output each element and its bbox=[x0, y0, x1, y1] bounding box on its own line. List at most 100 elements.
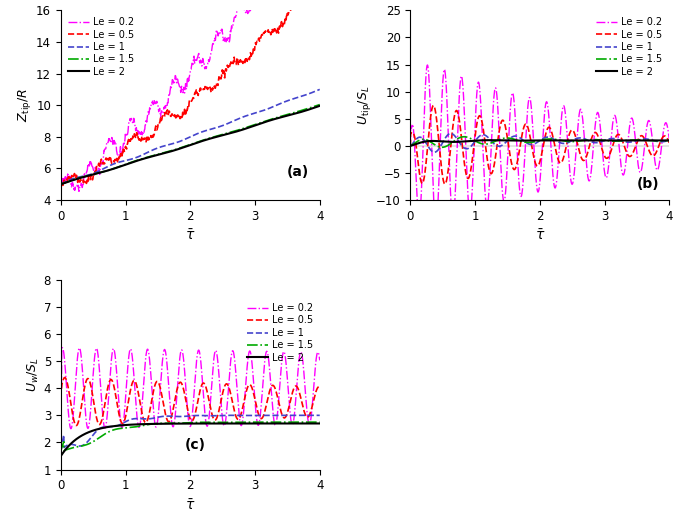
Line: Le = 1.5: Le = 1.5 bbox=[61, 105, 320, 184]
Le = 1 bbox=[57, 447, 65, 454]
Line: Le = 2: Le = 2 bbox=[61, 106, 320, 184]
Text: (b): (b) bbox=[636, 176, 659, 190]
Y-axis label: $U_w/S_L$: $U_w/S_L$ bbox=[26, 357, 41, 392]
Le = 1 bbox=[214, 124, 222, 130]
Le = 1 bbox=[316, 86, 324, 92]
Le = 2 bbox=[629, 137, 637, 143]
Le = 1 bbox=[557, 140, 565, 146]
X-axis label: $\bar{\tau}$: $\bar{\tau}$ bbox=[185, 229, 195, 243]
Le = 1 bbox=[57, 181, 65, 187]
Line: Le = 0.2: Le = 0.2 bbox=[61, 348, 320, 429]
Le = 1 bbox=[222, 121, 230, 127]
Le = 2 bbox=[72, 436, 80, 442]
Line: Le = 0.2: Le = 0.2 bbox=[61, 0, 320, 191]
Le = 0.5 bbox=[630, 148, 638, 154]
Line: Le = 0.5: Le = 0.5 bbox=[410, 105, 669, 184]
Le = 1 bbox=[72, 443, 80, 449]
Le = 2 bbox=[665, 137, 673, 143]
Le = 0.2 bbox=[422, 69, 431, 75]
Legend: Le = 0.2, Le = 0.5, Le = 1, Le = 1.5, Le = 2: Le = 0.2, Le = 0.5, Le = 1, Le = 1.5, Le… bbox=[594, 15, 665, 79]
Line: Le = 2: Le = 2 bbox=[61, 424, 320, 456]
Le = 0.2 bbox=[423, 62, 431, 68]
Le = 0.5 bbox=[557, 159, 565, 166]
Line: Le = 1: Le = 1 bbox=[61, 89, 320, 184]
Le = 1.5 bbox=[57, 181, 65, 187]
Le = 0.5 bbox=[429, 102, 437, 108]
Le = 2 bbox=[214, 421, 222, 427]
Le = 1.5 bbox=[316, 102, 324, 108]
Le = 0.5 bbox=[603, 155, 611, 161]
Le = 2 bbox=[422, 138, 431, 144]
Legend: Le = 0.2, Le = 0.5, Le = 1, Le = 1.5, Le = 2: Le = 0.2, Le = 0.5, Le = 1, Le = 1.5, Le… bbox=[245, 301, 315, 365]
Le = 0.5 bbox=[406, 143, 414, 149]
Le = 1 bbox=[280, 412, 288, 418]
Le = 1.5 bbox=[253, 121, 261, 127]
Le = 1 bbox=[572, 136, 580, 142]
Le = 2 bbox=[222, 421, 230, 427]
Le = 1 bbox=[447, 131, 455, 137]
Le = 1.5 bbox=[57, 447, 65, 454]
Le = 1.5 bbox=[72, 175, 80, 182]
Le = 0.2 bbox=[67, 426, 75, 432]
Le = 2 bbox=[406, 143, 414, 149]
Le = 1 bbox=[72, 174, 80, 181]
Le = 0.5 bbox=[564, 135, 572, 141]
Le = 0.2 bbox=[630, 123, 638, 130]
Line: Le = 0.5: Le = 0.5 bbox=[61, 0, 320, 185]
Le = 0.5 bbox=[254, 409, 262, 415]
Le = 0.5 bbox=[73, 174, 81, 181]
Le = 1.5 bbox=[630, 137, 638, 143]
Le = 1.5 bbox=[280, 419, 288, 425]
Le = 1.5 bbox=[283, 419, 291, 425]
Le = 0.5 bbox=[72, 423, 80, 429]
Text: (c): (c) bbox=[185, 439, 206, 453]
Y-axis label: $U_{\mathrm{tip}}/S_L$: $U_{\mathrm{tip}}/S_L$ bbox=[356, 86, 373, 125]
Le = 2 bbox=[280, 421, 288, 427]
Legend: Le = 0.2, Le = 0.5, Le = 1, Le = 1.5, Le = 2: Le = 0.2, Le = 0.5, Le = 1, Le = 1.5, Le… bbox=[66, 15, 136, 79]
Le = 2 bbox=[603, 137, 611, 143]
Le = 2 bbox=[253, 122, 261, 128]
Le = 0.2 bbox=[58, 345, 66, 351]
Le = 0.2 bbox=[57, 181, 65, 187]
Le = 0.2 bbox=[222, 411, 231, 417]
Le = 0.2 bbox=[214, 368, 222, 374]
Le = 0.2 bbox=[572, 150, 580, 156]
Le = 0.5 bbox=[214, 409, 222, 415]
Le = 1.5 bbox=[665, 137, 673, 143]
Le = 2 bbox=[57, 453, 65, 459]
Le = 2 bbox=[557, 137, 565, 143]
Le = 1.5 bbox=[214, 420, 222, 426]
Line: Le = 1.5: Le = 1.5 bbox=[410, 137, 669, 147]
Le = 0.5 bbox=[280, 22, 288, 28]
Le = 2 bbox=[222, 132, 230, 138]
Le = 0.2 bbox=[281, 349, 289, 356]
Le = 0.2 bbox=[432, 222, 440, 229]
Le = 2 bbox=[72, 176, 80, 182]
Le = 1 bbox=[564, 139, 572, 146]
Le = 2 bbox=[485, 137, 493, 143]
Le = 1 bbox=[280, 99, 288, 105]
Le = 1.5 bbox=[460, 134, 468, 140]
Le = 0.5 bbox=[572, 135, 580, 141]
Le = 2 bbox=[57, 181, 65, 187]
Le = 0.5 bbox=[214, 78, 222, 85]
Le = 1.5 bbox=[222, 419, 230, 425]
Le = 1.5 bbox=[214, 133, 222, 139]
Line: Le = 0.5: Le = 0.5 bbox=[61, 378, 320, 426]
Le = 1.5 bbox=[280, 112, 288, 119]
Le = 1 bbox=[222, 412, 230, 418]
Le = 2 bbox=[571, 137, 579, 143]
Le = 0.5 bbox=[422, 158, 431, 165]
Le = 0.2 bbox=[665, 136, 673, 142]
Le = 0.2 bbox=[73, 356, 81, 362]
Le = 0.5 bbox=[208, 411, 216, 417]
Le = 0.2 bbox=[557, 116, 565, 122]
X-axis label: $\bar{\tau}$: $\bar{\tau}$ bbox=[185, 498, 195, 513]
Le = 1 bbox=[214, 413, 222, 419]
Le = 0.5 bbox=[281, 415, 289, 421]
Le = 0.5 bbox=[208, 86, 216, 92]
Le = 0.2 bbox=[208, 49, 216, 55]
Le = 1.5 bbox=[422, 137, 431, 143]
Line: Le = 1.5: Le = 1.5 bbox=[61, 422, 320, 450]
Le = 2 bbox=[207, 421, 215, 427]
